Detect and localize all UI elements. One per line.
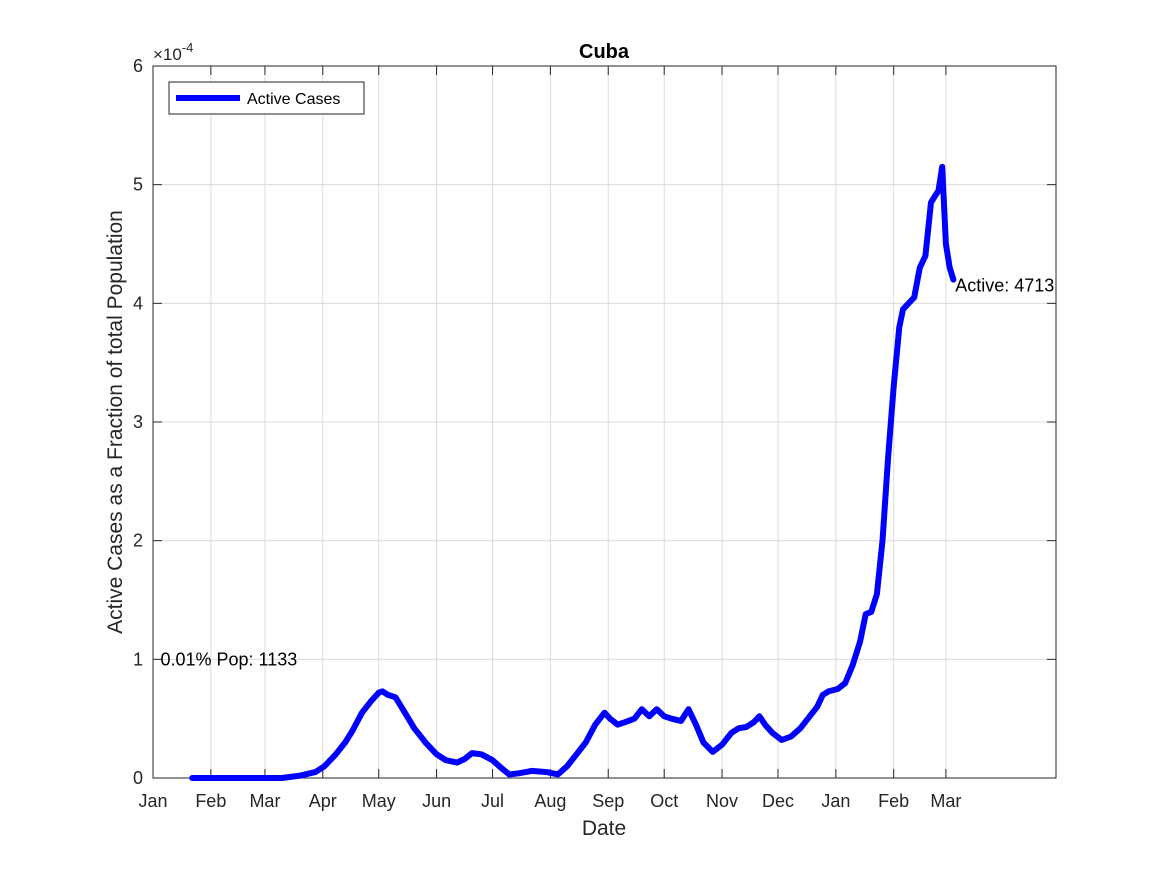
x-tick-label: Jan — [821, 791, 850, 811]
x-tick-label: Sep — [592, 791, 624, 811]
x-tick-label: Feb — [195, 791, 226, 811]
legend-entry-active-cases: Active Cases — [247, 91, 340, 108]
y-tick-label: 2 — [133, 531, 143, 551]
annotation-layer: 0.01% Pop: 1133 Active: 4713 — [160, 276, 1054, 670]
x-tick-labels: Jan Feb Mar Apr May Jun Jul Aug Sep Oct Nov Dec Jan F… — [138, 791, 961, 811]
y-axis-multiplier: ×10-4 — [153, 40, 193, 64]
x-axis-label: Date — [582, 817, 626, 840]
x-tick-label: Aug — [534, 791, 566, 811]
y-axis-multiplier-exponent: -4 — [182, 40, 194, 55]
x-tick-label: Jun — [422, 791, 451, 811]
series-layer — [189, 163, 957, 781]
series-line-active-cases — [189, 163, 957, 781]
y-tick-label: 0 — [133, 768, 143, 788]
annotation-1: Active: 4713 — [955, 276, 1054, 296]
y-tick-label: 5 — [133, 175, 143, 195]
y-tick-label: 4 — [133, 293, 143, 313]
chart-title: Cuba — [579, 41, 630, 63]
x-tick-label: Nov — [706, 791, 738, 811]
y-tick-label: 3 — [133, 412, 143, 432]
y-tick-labels: 0 1 2 3 4 5 6 — [133, 56, 143, 788]
y-axis-multiplier-base: ×10 — [153, 45, 182, 64]
y-axis-label: Active Cases as a Fraction of total Popu… — [104, 210, 127, 634]
annotation-0: 0.01% Pop: 1133 — [160, 649, 297, 669]
legend: Active Cases — [168, 81, 365, 115]
x-tick-label: Jul — [481, 791, 504, 811]
x-tick-label: Dec — [762, 791, 794, 811]
x-tick-label: Apr — [309, 791, 337, 811]
x-tick-label: Oct — [650, 791, 678, 811]
y-tick-label: 1 — [133, 649, 143, 669]
x-tick-label: Feb — [878, 791, 909, 811]
x-tick-label: Jan — [138, 791, 167, 811]
x-tick-label: May — [362, 791, 396, 811]
y-tick-label: 6 — [133, 56, 143, 76]
x-tick-label: Mar — [249, 791, 280, 811]
x-tick-label: Mar — [930, 791, 961, 811]
